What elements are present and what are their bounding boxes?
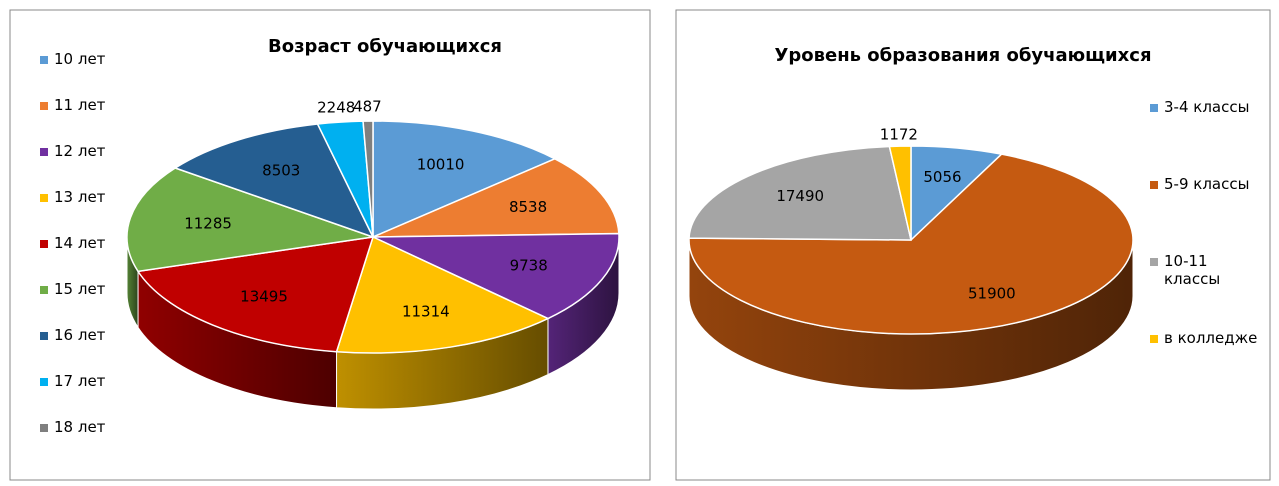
legend-item: 17 лет <box>40 372 140 418</box>
legend-item: 11 лет <box>40 96 140 142</box>
legend-swatch <box>40 378 48 386</box>
data-label: 11314 <box>402 302 450 320</box>
data-label: 8503 <box>262 162 300 180</box>
legend-swatch <box>40 102 48 110</box>
legend-item: 10 лет <box>40 50 140 96</box>
legend-label: 11 лет <box>54 96 106 114</box>
legend-label: 16 лет <box>54 326 106 344</box>
legend-label: 18 лет <box>54 418 106 436</box>
chart-title: Возраст обучающихся <box>268 36 502 57</box>
data-label: 9738 <box>510 256 548 274</box>
slice <box>136 236 375 353</box>
legend-label: 5-9 классы <box>1164 175 1250 193</box>
legend-swatch <box>40 240 48 248</box>
legend-label: 12 лет <box>54 142 106 160</box>
slice <box>688 145 912 241</box>
slice <box>173 123 375 239</box>
slice <box>372 232 620 320</box>
legend: 3-4 классы 5-9 классы 10-11 классы в коллед… <box>1150 98 1260 406</box>
legend-label: 3-4 классы <box>1164 98 1250 116</box>
legend-item: 14 лет <box>40 234 140 280</box>
data-label: 1172 <box>880 125 918 143</box>
data-label: 487 <box>353 98 382 116</box>
data-label: 11285 <box>184 214 232 232</box>
legend-swatch <box>40 194 48 202</box>
legend-item: 3-4 классы <box>1150 98 1260 175</box>
data-label: 5056 <box>923 168 961 186</box>
legend-item: 5-9 классы <box>1150 175 1260 252</box>
legend-swatch <box>40 332 48 340</box>
slice <box>372 158 620 238</box>
legend-item: 18 лет <box>40 418 140 464</box>
legend-label: 10-11 классы <box>1164 252 1221 288</box>
legend-swatch <box>1150 181 1158 189</box>
data-label: 2248 <box>317 99 355 117</box>
slice <box>335 235 550 354</box>
legend-label: 17 лет <box>54 372 106 390</box>
legend-label: 10 лет <box>54 50 106 68</box>
data-label: 8538 <box>509 198 547 216</box>
legend-swatch <box>40 56 48 64</box>
chart-title: Уровень образования обучающихся <box>774 45 1151 66</box>
data-label: 10010 <box>417 155 465 173</box>
legend-label: в колледже <box>1164 329 1258 347</box>
legend-label: 15 лет <box>54 280 106 298</box>
legend-swatch <box>1150 258 1158 266</box>
data-label: 13495 <box>240 287 288 305</box>
data-label: 51900 <box>968 284 1016 302</box>
legend-swatch <box>1150 335 1158 343</box>
slice <box>688 153 1134 335</box>
legend-swatch <box>40 148 48 156</box>
data-label: 17490 <box>776 187 824 205</box>
legend: 10 лет 11 лет 12 лет 13 лет 14 лет 15 лет 16 л… <box>40 50 140 464</box>
legend-item: 10-11 классы <box>1150 252 1260 329</box>
legend-item: 12 лет <box>40 142 140 188</box>
legend-swatch <box>40 286 48 294</box>
legend-item: 16 лет <box>40 326 140 372</box>
legend-swatch <box>40 424 48 432</box>
legend-item: в колледже <box>1150 329 1260 406</box>
legend-swatch <box>1150 104 1158 112</box>
legend-item: 13 лет <box>40 188 140 234</box>
legend-label: 13 лет <box>54 188 106 206</box>
slice <box>126 167 374 273</box>
slice <box>362 120 374 238</box>
legend-item: 15 лет <box>40 280 140 326</box>
legend-label: 14 лет <box>54 234 106 252</box>
slice <box>888 145 912 241</box>
slice <box>372 120 557 239</box>
